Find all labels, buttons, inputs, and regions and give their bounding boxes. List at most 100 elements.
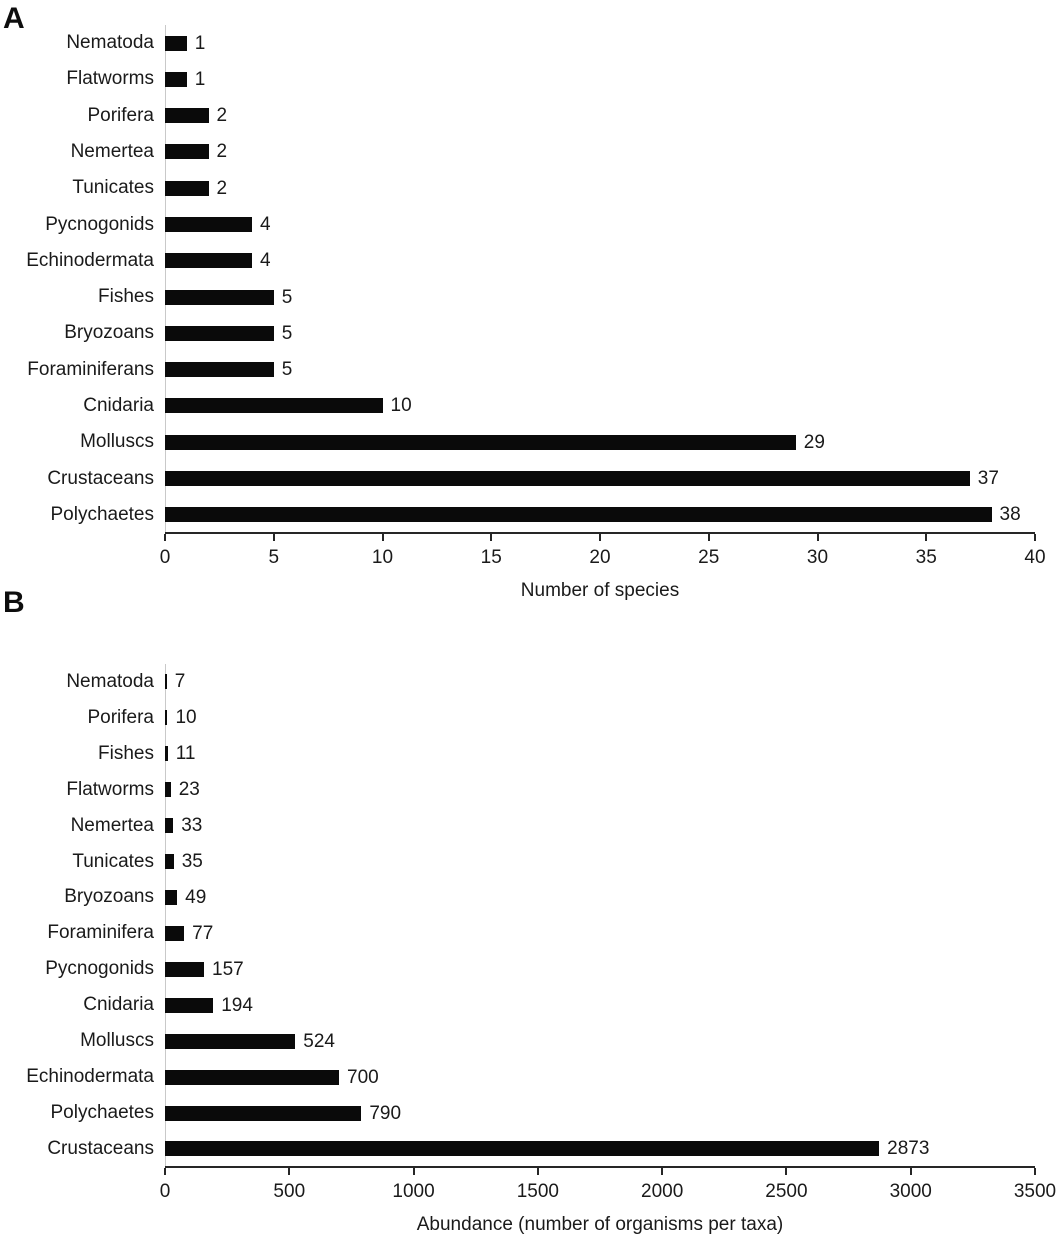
bar-track: 700 xyxy=(165,1068,1035,1087)
bar xyxy=(165,782,171,798)
bar xyxy=(165,674,167,690)
panel-b-bars-region: Nematoda 7 Porifera 10 Fishes 11 Flatworms 23 Ne… xyxy=(0,664,1035,1167)
axis-tick-label: 35 xyxy=(915,547,937,568)
axis-tick xyxy=(599,534,601,541)
axis-tick-label: 3500 xyxy=(1013,1181,1057,1202)
category-label: Porifera xyxy=(87,104,154,126)
axis-tick-label: 5 xyxy=(268,547,280,568)
bar xyxy=(165,35,187,51)
category-label: Crustaceans xyxy=(47,1137,154,1159)
value-label: 23 xyxy=(178,779,200,801)
value-label: 1 xyxy=(194,32,206,54)
axis-tick xyxy=(381,534,384,541)
bar-track: 77 xyxy=(165,924,1035,943)
bar-track: 38 xyxy=(165,505,1035,524)
chart-row: Pycnogonids 4 xyxy=(0,206,1035,242)
chart-row: Flatworms 1 xyxy=(0,61,1035,97)
category-label: Molluscs xyxy=(80,1030,154,1052)
axis-tick-label: 0 xyxy=(159,547,171,568)
panel-a-y-axis-line xyxy=(165,25,166,533)
category-label: Crustaceans xyxy=(47,467,154,489)
bar-track: 7 xyxy=(165,671,1035,693)
axis-tick xyxy=(164,534,166,541)
value-label: 4 xyxy=(260,214,271,236)
bar-track: 5 xyxy=(165,286,1035,308)
chart-row: Echinodermata 4 xyxy=(0,243,1035,279)
category-label: Nemertea xyxy=(70,140,154,162)
chart-row: Crustaceans 37 xyxy=(0,460,1035,496)
axis-tick-label: 2500 xyxy=(765,1181,808,1202)
bar xyxy=(165,180,209,196)
bar-track: 35 xyxy=(165,852,1035,871)
panel-a-letter: A xyxy=(3,2,25,35)
axis-tick xyxy=(536,1168,539,1175)
axis-tick xyxy=(1034,1168,1036,1175)
chart-row: Molluscs 29 xyxy=(0,424,1035,460)
axis-tick xyxy=(785,1168,788,1175)
category-label: Polychaetes xyxy=(50,1102,154,1124)
value-label: 7 xyxy=(174,671,186,693)
chart-row: Nemertea 2 xyxy=(0,134,1035,170)
axis-tick-label: 15 xyxy=(480,547,502,568)
bar-track: 29 xyxy=(165,433,1035,452)
value-label: 5 xyxy=(281,286,293,308)
value-label: 4 xyxy=(260,250,271,272)
bar xyxy=(165,289,274,305)
bar xyxy=(165,253,252,269)
bar xyxy=(165,471,970,487)
value-label: 1 xyxy=(194,68,206,90)
value-label: 194 xyxy=(221,994,253,1016)
panel-a-x-axis-title: Number of species xyxy=(520,580,680,601)
category-label: Bryozoans xyxy=(64,886,154,908)
category-label: Fishes xyxy=(98,286,154,308)
category-label: Polychaetes xyxy=(50,503,154,525)
chart-row: Fishes 5 xyxy=(0,279,1035,315)
category-label: Cnidaria xyxy=(83,994,154,1016)
bar-track: 10 xyxy=(165,707,1035,729)
category-label: Molluscs xyxy=(80,431,154,453)
bar xyxy=(165,71,187,87)
bar-track: 5 xyxy=(165,324,1035,343)
panel-a-bars-region: Nematoda 1 Flatworms 1 Porifera 2 Nemertea 2 Tun… xyxy=(0,25,1035,533)
category-label: Tunicates xyxy=(72,850,154,872)
axis-tick-label: 500 xyxy=(273,1181,306,1202)
axis-tick-label: 20 xyxy=(589,547,611,568)
value-label: 10 xyxy=(175,707,197,729)
bar-track: 790 xyxy=(165,1104,1035,1123)
category-label: Nemertea xyxy=(70,814,154,836)
bar-track: 11 xyxy=(165,743,1035,765)
axis-tick-label: 40 xyxy=(1024,547,1046,568)
chart-row: Bryozoans 5 xyxy=(0,315,1035,351)
bar xyxy=(165,854,174,870)
bar-track: 33 xyxy=(165,816,1035,835)
panel-b-x-axis: 0 500 1000 1500 2000 2500 3000 3500 xyxy=(160,1166,1056,1210)
chart-row: Foraminifera 77 xyxy=(0,915,1035,951)
value-label: 11 xyxy=(175,743,196,765)
bar xyxy=(165,434,796,450)
value-label: 157 xyxy=(212,958,244,980)
bar xyxy=(165,818,174,834)
bar xyxy=(165,217,252,233)
bar xyxy=(165,889,178,905)
category-label: Tunicates xyxy=(72,177,154,199)
category-label: Cnidaria xyxy=(83,394,154,416)
category-label: Foraminifera xyxy=(47,922,154,944)
category-label: Echinodermata xyxy=(26,249,154,271)
bar-track: 2 xyxy=(165,179,1035,198)
bar xyxy=(165,325,274,341)
bar-track: 157 xyxy=(165,958,1035,980)
axis-tick xyxy=(288,1168,291,1175)
bar-track: 1 xyxy=(165,68,1035,90)
axis-tick xyxy=(1034,534,1036,541)
bar xyxy=(165,398,383,414)
bar xyxy=(165,362,274,378)
bar-track: 23 xyxy=(165,779,1035,801)
bar xyxy=(165,997,214,1013)
bar xyxy=(165,1105,362,1121)
chart-row: Pycnogonids 157 xyxy=(0,951,1035,987)
axis-tick-label: 0 xyxy=(159,1181,171,1202)
chart-row: Polychaetes 790 xyxy=(0,1095,1035,1131)
value-label: 2 xyxy=(216,105,228,127)
chart-row: Porifera 2 xyxy=(0,98,1035,134)
